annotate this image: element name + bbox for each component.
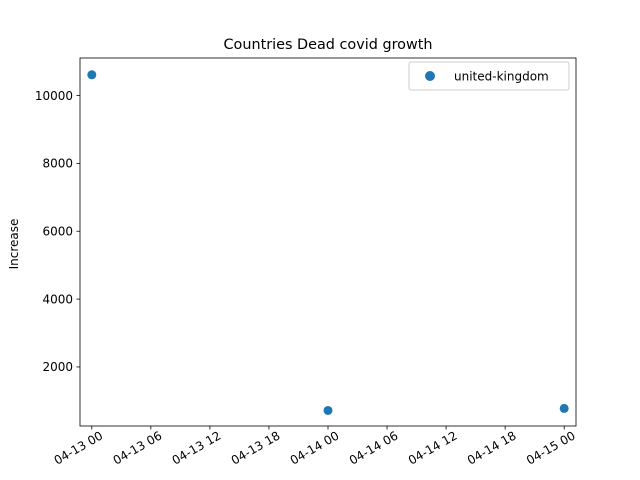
x-tick-label: 04-13 18 (229, 428, 283, 467)
y-tick-label: 2000 (42, 360, 73, 374)
y-tick-label: 4000 (42, 292, 73, 306)
plot-frame (79, 57, 577, 427)
legend-label: united-kingdom (454, 70, 549, 84)
y-axis-label: Increase (7, 219, 21, 270)
y-tick-label: 8000 (42, 157, 73, 171)
x-tick-label: 04-14 12 (406, 428, 460, 467)
legend-marker (425, 71, 435, 81)
legend: united-kingdom (408, 61, 570, 91)
y-tick-label: 6000 (42, 225, 73, 239)
data-point (323, 405, 333, 415)
x-tick-label: 04-14 00 (288, 428, 342, 467)
data-points (87, 70, 569, 415)
x-tick-label: 04-14 18 (465, 428, 519, 467)
data-point (87, 70, 97, 80)
x-tick-label: 04-13 06 (111, 428, 165, 467)
x-tick-label: 04-14 06 (347, 428, 401, 467)
x-tick-label: 04-13 00 (52, 428, 106, 467)
plot-area (79, 57, 577, 427)
chart-title: Countries Dead covid growth (223, 37, 432, 53)
data-point (559, 403, 569, 413)
legend-frame (408, 61, 570, 91)
x-tick-label: 04-15 00 (524, 428, 578, 467)
y-tick-label: 10000 (35, 89, 73, 103)
x-axis: 04-13 00 04-13 06 04-13 12 04-13 18 04-14 00… (52, 426, 578, 468)
x-tick-label: 04-13 12 (170, 428, 224, 467)
y-axis: 2000 4000 6000 8000 10000 (35, 89, 80, 374)
